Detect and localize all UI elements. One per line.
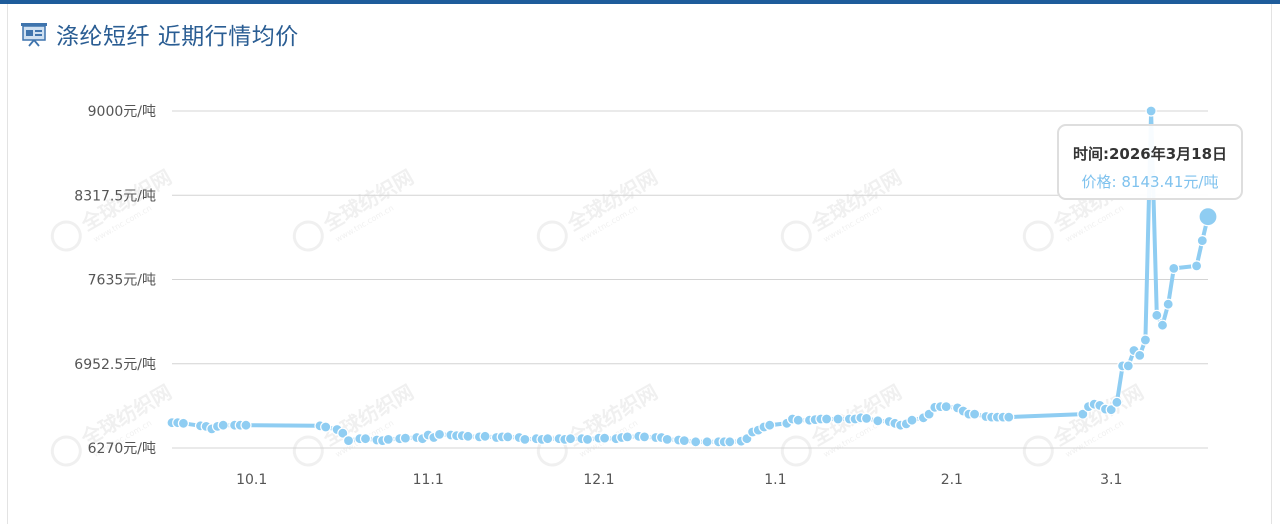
data-point[interactable] bbox=[399, 432, 411, 444]
data-point[interactable] bbox=[433, 428, 446, 440]
data-point[interactable] bbox=[724, 436, 736, 448]
y-tick-label: 7635元/吨 bbox=[88, 273, 156, 289]
series-line-price bbox=[170, 109, 1210, 444]
data-point[interactable] bbox=[382, 433, 394, 445]
data-point[interactable] bbox=[1134, 349, 1146, 361]
data-point-highlighted[interactable] bbox=[1198, 207, 1218, 227]
data-point[interactable] bbox=[872, 415, 884, 427]
data-tooltip: 时间:2026年3月18日 价格: 8143.41元/吨 bbox=[1057, 124, 1243, 200]
data-point[interactable] bbox=[1105, 404, 1117, 416]
data-point[interactable] bbox=[1139, 334, 1152, 346]
x-tick-label: 3.1 bbox=[1100, 472, 1122, 488]
data-point[interactable] bbox=[598, 432, 611, 444]
data-point[interactable] bbox=[764, 419, 776, 431]
data-point[interactable] bbox=[792, 414, 804, 426]
data-point[interactable] bbox=[678, 435, 690, 447]
data-point[interactable] bbox=[320, 421, 332, 433]
data-point[interactable] bbox=[342, 435, 355, 447]
data-point[interactable] bbox=[240, 419, 252, 431]
data-point[interactable] bbox=[359, 433, 372, 445]
y-tick-label: 9000元/吨 bbox=[88, 104, 156, 120]
tooltip-time: 时间:2026年3月18日 bbox=[1072, 145, 1228, 163]
data-point[interactable] bbox=[906, 414, 918, 426]
y-tick-label: 6952.5元/吨 bbox=[74, 357, 156, 373]
data-point[interactable] bbox=[1077, 408, 1089, 420]
data-point[interactable] bbox=[1156, 319, 1169, 331]
x-tick-label: 1.1 bbox=[764, 472, 786, 488]
data-point[interactable] bbox=[1145, 105, 1157, 117]
data-point[interactable] bbox=[177, 417, 189, 429]
data-point[interactable] bbox=[1003, 411, 1015, 423]
data-point[interactable] bbox=[217, 419, 229, 431]
panel-frame bbox=[7, 4, 1272, 524]
data-point[interactable] bbox=[621, 431, 634, 443]
x-tick-label: 11.1 bbox=[413, 472, 444, 488]
x-axis-ticks: 10.1 11.1 12.1 1.1 2.1 3.1 bbox=[236, 472, 1122, 488]
data-point[interactable] bbox=[1196, 235, 1208, 247]
data-point[interactable] bbox=[462, 430, 474, 442]
data-point[interactable] bbox=[502, 431, 514, 443]
x-tick-label: 10.1 bbox=[236, 472, 267, 488]
data-point[interactable] bbox=[968, 408, 981, 420]
data-point[interactable] bbox=[1168, 262, 1180, 274]
data-point[interactable] bbox=[690, 436, 702, 448]
data-points bbox=[166, 105, 1218, 448]
data-point[interactable] bbox=[479, 430, 491, 442]
data-point[interactable] bbox=[519, 433, 531, 445]
y-tick-label: 8317.5元/吨 bbox=[74, 188, 156, 204]
page-title: 涤纶短纤 近期行情均价 bbox=[56, 24, 299, 50]
data-point[interactable] bbox=[564, 433, 577, 445]
data-point[interactable] bbox=[820, 413, 833, 425]
data-point[interactable] bbox=[1122, 360, 1134, 372]
y-tick-label: 6270元/吨 bbox=[88, 441, 156, 457]
panel-header: 涤纶短纤 近期行情均价 bbox=[20, 16, 299, 52]
data-point[interactable] bbox=[661, 433, 673, 445]
data-point[interactable] bbox=[1162, 298, 1174, 310]
top-accent-bar bbox=[0, 0, 1280, 4]
data-point[interactable] bbox=[860, 412, 873, 424]
data-point[interactable] bbox=[581, 433, 594, 445]
data-point[interactable] bbox=[1151, 309, 1163, 321]
data-point[interactable] bbox=[337, 427, 349, 439]
data-point[interactable] bbox=[1190, 260, 1203, 272]
x-tick-label: 2.1 bbox=[941, 472, 963, 488]
presentation-board-icon bbox=[21, 23, 47, 47]
tooltip-price: 价格: 8143.41元/吨 bbox=[1081, 173, 1219, 191]
data-point[interactable] bbox=[701, 436, 713, 448]
y-axis-ticks: 6270元/吨 6952.5元/吨 7635元/吨 8317.5元/吨 9000元/吨 bbox=[74, 104, 156, 457]
data-point[interactable] bbox=[1111, 396, 1123, 408]
data-point[interactable] bbox=[832, 413, 844, 425]
grid-lines bbox=[172, 110, 1208, 449]
x-tick-label: 12.1 bbox=[583, 472, 614, 488]
data-point[interactable] bbox=[542, 433, 554, 445]
data-point[interactable] bbox=[940, 401, 952, 413]
data-point[interactable] bbox=[638, 431, 651, 443]
